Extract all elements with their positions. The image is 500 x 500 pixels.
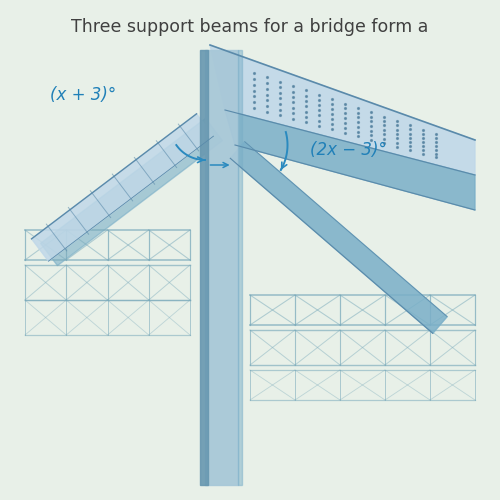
- Polygon shape: [225, 110, 475, 210]
- Polygon shape: [32, 114, 214, 261]
- Text: (x + 3)°: (x + 3)°: [50, 86, 116, 104]
- Polygon shape: [200, 50, 207, 485]
- Polygon shape: [40, 118, 222, 266]
- Text: (2x − 3)°: (2x − 3)°: [310, 141, 387, 159]
- Polygon shape: [230, 142, 447, 334]
- Polygon shape: [210, 45, 475, 175]
- Text: Three support beams for a bridge form a: Three support beams for a bridge form a: [72, 18, 428, 36]
- Polygon shape: [238, 50, 242, 485]
- Polygon shape: [205, 50, 238, 485]
